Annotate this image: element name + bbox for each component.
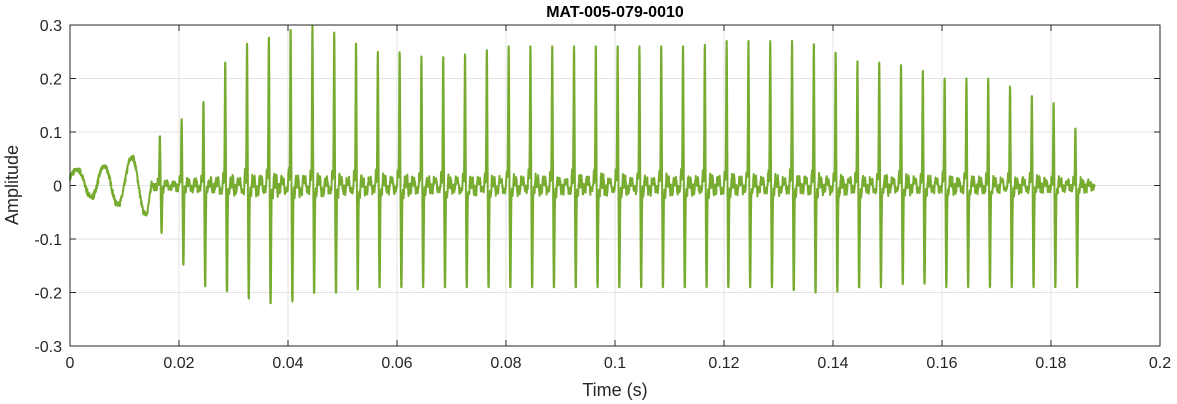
y-tick-label: 0.2 (40, 72, 62, 89)
x-tick-label: 0.2 (1149, 355, 1171, 372)
x-tick-label: 0.02 (163, 355, 194, 372)
y-tick-label: 0.3 (40, 18, 62, 35)
x-tick-label: 0.08 (490, 355, 521, 372)
x-axis-ticks: 0 0.02 0.04 0.06 0.08 0.1 0.12 0.14 0.16 0.18 0.2 (66, 25, 1171, 372)
y-axis-ticks: 0.3 0.2 0.1 0 -0.1 -0.2 -0.3 (34, 18, 1160, 356)
y-axis-label: Amplitude (2, 145, 22, 225)
y-tick-label: 0 (53, 179, 62, 196)
y-tick-label: 0.1 (40, 125, 62, 142)
chart-title: MAT-005-079-0010 (546, 4, 684, 21)
x-tick-label: 0.06 (381, 355, 412, 372)
x-tick-label: 0.1 (604, 355, 626, 372)
y-tick-label: -0.3 (34, 339, 62, 356)
y-tick-label: -0.2 (34, 286, 62, 303)
x-tick-label: 0.18 (1035, 355, 1066, 372)
x-tick-label: 0.16 (926, 355, 957, 372)
x-axis-label: Time (s) (582, 380, 647, 400)
waveform-line (69, 24, 1096, 305)
x-tick-label: 0.14 (817, 355, 848, 372)
x-tick-label: 0 (66, 355, 75, 372)
x-tick-label: 0.12 (708, 355, 739, 372)
y-tick-label: -0.1 (34, 232, 62, 249)
x-tick-label: 0.04 (272, 355, 303, 372)
